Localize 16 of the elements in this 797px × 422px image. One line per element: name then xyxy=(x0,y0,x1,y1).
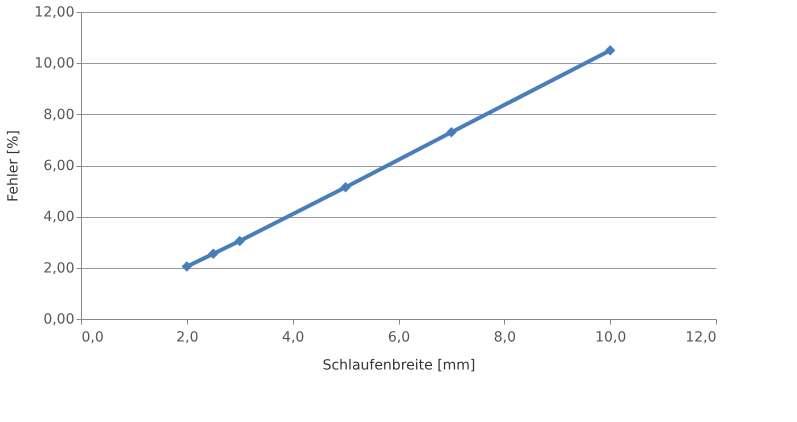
y-tick-label: 0,00 xyxy=(43,312,74,328)
y-tick-label: 10,00 xyxy=(34,56,74,72)
y-tick-label: 4,00 xyxy=(43,209,74,226)
x-tick-label: 10,0 xyxy=(595,330,626,346)
x-tick-label: 2,0 xyxy=(176,330,198,346)
x-tick-label: 12,0 xyxy=(685,330,716,346)
y-tick-label: 6,00 xyxy=(43,158,74,174)
y-tick-label: 12,00 xyxy=(34,4,74,20)
x-tick-label: 8,0 xyxy=(494,330,516,346)
x-axis-title: Schlaufenbreite [mm] xyxy=(322,358,476,374)
y-tick-label: 2,00 xyxy=(43,260,74,276)
y-tick-label: 8,00 xyxy=(43,106,74,123)
x-tick-label: 6,0 xyxy=(388,330,410,346)
x-tick-label: 0,0 xyxy=(82,330,104,346)
x-tick-label: 4,0 xyxy=(282,330,304,346)
y-axis-title: Fehler [%] xyxy=(5,130,22,202)
